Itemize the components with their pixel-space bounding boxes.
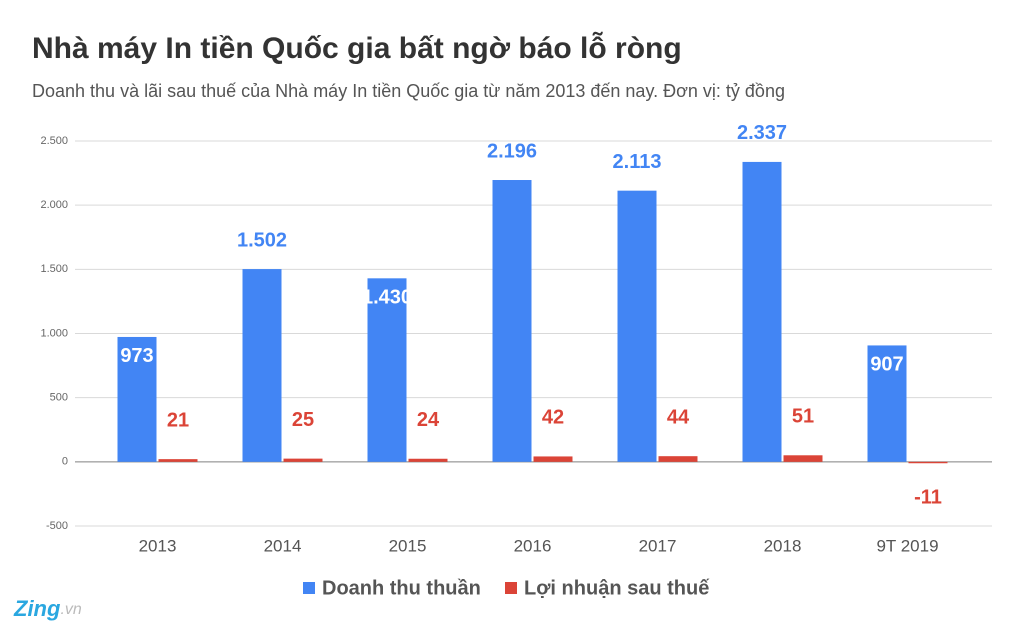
y-tick-label: -500: [46, 520, 68, 532]
bar: [158, 459, 198, 462]
logo: Zing.vn: [13, 596, 82, 621]
data-label: -11: [914, 487, 942, 509]
bar: [742, 161, 782, 462]
bar: [658, 456, 698, 462]
y-tick-label: 0: [62, 456, 68, 468]
legend-swatch: [303, 582, 315, 594]
bar: [408, 458, 448, 462]
chart-subtitle: Doanh thu và lãi sau thuế của Nhà máy In…: [32, 81, 785, 101]
bar: [783, 455, 823, 462]
data-label: 42: [542, 407, 564, 429]
data-label: 1.502: [237, 229, 287, 251]
data-label: 2.196: [487, 140, 537, 162]
data-label: 1.430: [362, 287, 412, 309]
x-tick-label: 2015: [389, 536, 427, 555]
x-tick-label: 2018: [764, 536, 802, 555]
data-label: 2.337: [737, 122, 787, 144]
legend-label: Lợi nhuận sau thuế: [524, 577, 710, 599]
data-label: 907: [870, 354, 903, 376]
y-tick-label: 1.000: [40, 327, 68, 339]
x-tick-label: 9T 2019: [876, 536, 938, 555]
x-tick-label: 2013: [139, 536, 177, 555]
bar: [492, 180, 532, 462]
bar: [533, 456, 573, 462]
bar: [617, 190, 657, 462]
x-tick-label: 2016: [514, 536, 552, 555]
x-tick-label: 2017: [639, 536, 677, 555]
chart-title: Nhà máy In tiền Quốc gia bất ngờ báo lỗ …: [32, 31, 682, 65]
bar: [908, 461, 948, 464]
logo-domain: .vn: [60, 601, 81, 618]
data-label: 51: [792, 406, 814, 428]
data-label: 24: [417, 409, 440, 431]
y-tick-label: 2.000: [40, 199, 68, 211]
y-tick-label: 2.500: [40, 135, 68, 147]
y-tick-label: 500: [50, 392, 68, 404]
legend-swatch: [505, 582, 517, 594]
y-tick-label: 1.500: [40, 263, 68, 275]
data-label: 44: [667, 406, 690, 428]
bar: [867, 345, 907, 462]
data-label: 973: [120, 345, 153, 367]
data-label: 25: [292, 409, 314, 431]
bar: [283, 458, 323, 462]
x-tick-label: 2014: [264, 536, 302, 555]
bar: [117, 336, 157, 462]
data-label: 2.113: [613, 151, 662, 173]
bar: [367, 278, 407, 462]
legend-label: Doanh thu thuần: [322, 577, 481, 599]
bar: [242, 269, 282, 462]
data-label: 21: [167, 409, 189, 431]
logo-brand: Zing: [13, 596, 61, 621]
